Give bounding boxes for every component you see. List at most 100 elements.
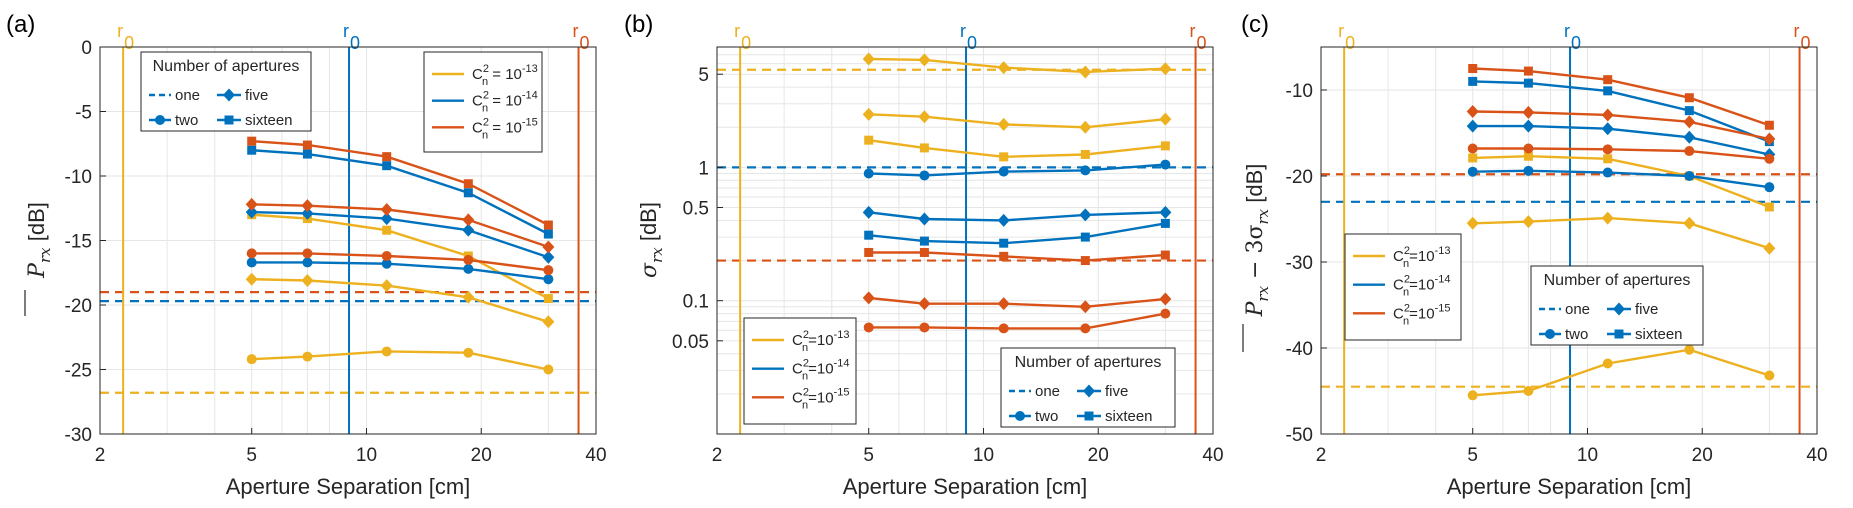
circle-marker	[1602, 167, 1613, 178]
diamond-marker	[462, 290, 475, 304]
circle-marker	[1080, 323, 1091, 334]
r0-sub: 0	[967, 33, 977, 53]
x-tick-label: 40	[1806, 445, 1827, 466]
square-marker	[919, 236, 929, 246]
square-marker	[543, 220, 553, 230]
square-marker	[382, 225, 392, 235]
y-label-sub: rx	[648, 247, 666, 263]
square-marker	[463, 188, 473, 198]
circle-marker	[246, 257, 257, 268]
y-tick-label: 0.1	[683, 292, 709, 313]
square-marker	[543, 229, 553, 239]
legend-box	[423, 51, 543, 153]
y-ticks-c: -10 -20 -30 -40 -50	[1286, 81, 1313, 446]
diamond-marker	[1466, 216, 1479, 230]
r0-sub: 0	[1197, 33, 1207, 53]
diamond-marker	[1466, 105, 1479, 118]
cn-sub: n	[802, 399, 808, 411]
diamond-marker	[1601, 108, 1614, 122]
cn-c: C	[472, 119, 483, 136]
y-tick-label: -40	[1286, 339, 1313, 360]
circle-marker	[919, 322, 930, 333]
y-tick-label: 5	[698, 65, 709, 86]
square-marker	[1080, 232, 1090, 242]
legend-box	[743, 317, 857, 425]
diamond-marker	[1079, 300, 1092, 314]
diamond-marker	[1683, 130, 1696, 144]
r0-main: r	[117, 21, 123, 41]
r0-label: r0	[1190, 21, 1207, 53]
square-marker	[302, 140, 312, 150]
cn-exp: -13	[834, 329, 850, 341]
legend-apertures-a: Number of apertures one five two sixteen	[140, 51, 312, 132]
circle-marker	[1602, 358, 1613, 369]
legend-entry: sixteen	[245, 112, 293, 129]
x-axis-label-b: Aperture Separation [cm]	[843, 474, 1088, 499]
reference-lines-c	[1321, 173, 1817, 388]
circle-marker	[381, 258, 392, 269]
cn-sup: 2	[483, 90, 489, 102]
y-label-main: P	[1243, 300, 1268, 317]
legend-entry: five	[245, 87, 268, 104]
legend-entry: C2 n=10-14	[792, 358, 849, 383]
x-ticks-a: 2 5 10 20 40	[95, 445, 607, 466]
x-tick-label: 5	[1467, 445, 1478, 466]
circle-marker	[1684, 146, 1695, 157]
circle-marker	[463, 347, 474, 358]
square-marker	[1523, 151, 1533, 161]
circle-marker	[246, 248, 257, 259]
r0-main: r	[1338, 21, 1344, 41]
legend-entry: C2 n = 10-13	[472, 63, 538, 88]
diamond-marker	[1159, 112, 1172, 126]
series-c	[1466, 64, 1776, 401]
legend-entry: C2 n=10-14	[1393, 274, 1450, 299]
y-tick-label: 0.05	[672, 332, 709, 353]
cn-sub: n	[802, 342, 808, 354]
y-label-sub: rx	[1254, 285, 1272, 301]
diamond-marker	[245, 197, 258, 211]
diamond-marker	[1466, 119, 1479, 133]
square-marker	[1523, 66, 1533, 76]
cn-exp: -15	[522, 116, 538, 128]
cn-exp: -14	[1435, 274, 1451, 286]
square-marker	[1603, 86, 1613, 96]
x-tick-label: 2	[1316, 445, 1327, 466]
r0-label: r0	[1564, 21, 1581, 53]
cn-sub: n	[1403, 315, 1409, 327]
diamond-marker	[997, 61, 1010, 75]
square-marker	[1684, 93, 1694, 103]
panel-label-a: (a)	[6, 11, 35, 38]
square-marker	[864, 135, 874, 145]
legend-entry: C2 n = 10-14	[472, 90, 538, 115]
diamond-marker	[862, 291, 875, 305]
r0-label: r0	[1794, 21, 1811, 53]
circle-marker	[998, 166, 1009, 177]
cn-eq: =10	[808, 332, 833, 349]
x-tick-label: 2	[712, 445, 723, 466]
circle-marker	[302, 351, 313, 362]
square-marker	[919, 143, 929, 153]
square-marker	[1603, 154, 1613, 164]
x-tick-label: 2	[95, 445, 106, 466]
y-axis-label-b: σrx [dB]	[636, 202, 666, 278]
circle-marker	[1764, 370, 1775, 381]
circle-marker	[155, 115, 165, 125]
legend-entry: two	[1035, 408, 1058, 425]
diamond-marker	[301, 206, 314, 220]
r0-label: r0	[343, 21, 360, 53]
r0-main: r	[960, 21, 966, 41]
square-marker	[999, 238, 1009, 248]
diamond-marker	[1683, 115, 1696, 129]
diamond-marker	[862, 52, 875, 66]
circle-marker	[543, 274, 554, 285]
legend-entry: five	[1635, 301, 1658, 318]
diamond-marker	[1159, 292, 1172, 306]
cn-c: C	[1393, 248, 1404, 265]
cn-sub: n	[482, 129, 488, 141]
legend-entry: five	[1105, 383, 1128, 400]
diamond-marker	[918, 110, 931, 124]
circle-marker	[1467, 166, 1478, 177]
